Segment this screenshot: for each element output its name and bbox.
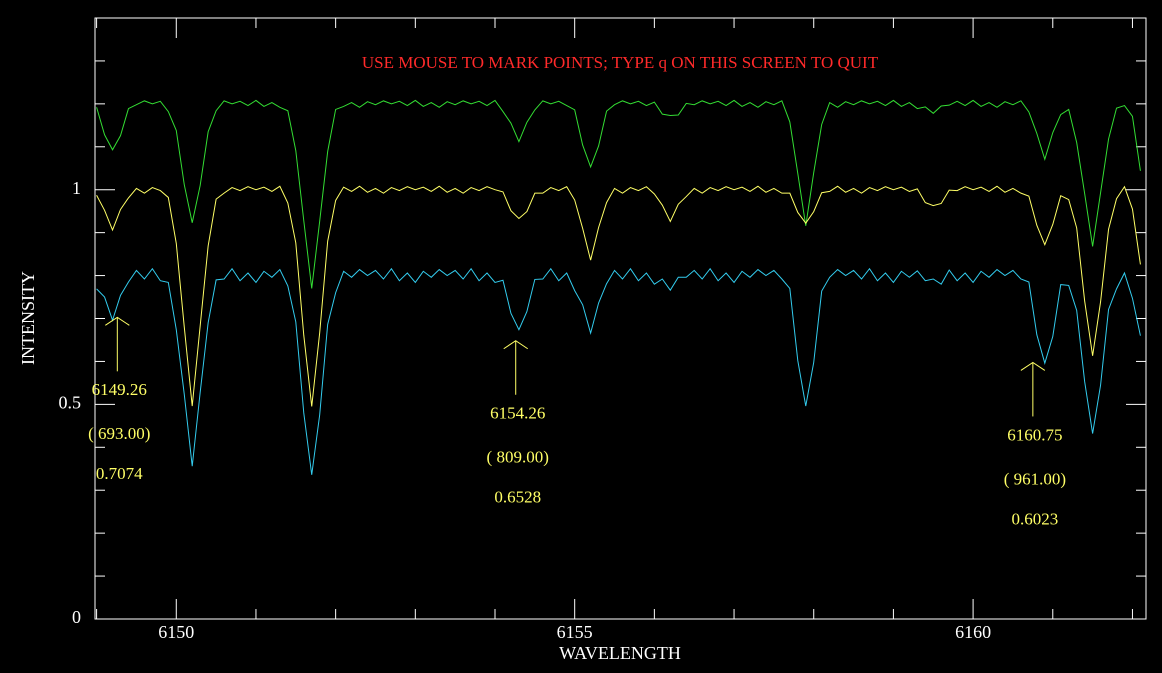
marker-arrow-head [503,340,528,350]
chart-title: USE MOUSE TO MARK POINTS; TYPE q ON THIS… [362,53,879,72]
marker-intensity: 0.6023 [1011,509,1058,528]
marker-wavelength: 6149.26 [92,380,147,399]
marker-intensity: 0.7074 [96,464,143,483]
x-axis-label: WAVELENGTH [559,643,681,663]
marker-wavelength: 6154.26 [490,404,545,423]
marker-arrow-head [105,316,130,326]
marker-arrow-head [1020,361,1046,371]
marker-intensity: 0.6528 [494,488,541,507]
marker-wavelength: 6160.75 [1007,425,1062,444]
marker-pixel: ( 961.00) [1004,469,1066,488]
y-axis-label: INTENSITY [18,271,38,365]
y-tick-label: 0 [72,607,81,627]
y-tick-label: 1 [72,178,81,198]
spectrum-line [96,267,1141,475]
spectrum-line [96,185,1141,407]
x-tick-label: 6150 [158,622,194,642]
marker-pixel: ( 809.00) [487,448,549,467]
plot-frame [94,17,1147,620]
marker-pixel: ( 693.00) [88,424,150,443]
spectrum-line [96,99,1141,289]
y-tick-label: 0.5 [59,392,82,412]
x-tick-label: 6160 [955,622,991,642]
x-tick-label: 6155 [557,622,593,642]
